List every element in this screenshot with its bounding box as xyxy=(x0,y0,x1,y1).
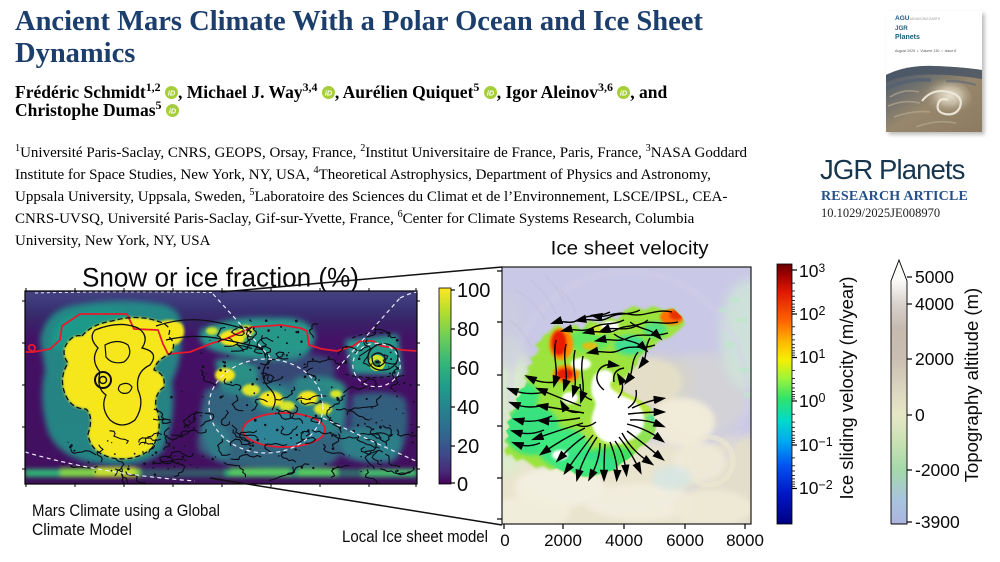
svg-text:-2000: -2000 xyxy=(915,460,960,480)
svg-text:8000: 8000 xyxy=(726,531,764,550)
svg-text:0: 0 xyxy=(915,405,925,425)
svg-text:4000: 4000 xyxy=(605,531,643,550)
svg-text:Climate Model: Climate Model xyxy=(32,521,132,539)
svg-text:2000: 2000 xyxy=(915,349,954,369)
svg-text:2000: 2000 xyxy=(544,531,582,550)
svg-text:40: 40 xyxy=(457,397,479,419)
svg-text:iD: iD xyxy=(487,88,495,97)
svg-text:100: 100 xyxy=(457,280,490,302)
svg-text:iD: iD xyxy=(169,106,177,115)
svg-text:-3900: -3900 xyxy=(915,512,960,532)
svg-text:101: 101 xyxy=(799,347,825,367)
svg-text:10−2: 10−2 xyxy=(799,478,833,498)
svg-text:60: 60 xyxy=(457,358,479,380)
svg-text:Topography altitude (m): Topography altitude (m) xyxy=(961,288,982,482)
svg-text:103: 103 xyxy=(799,261,825,281)
svg-text:Mars Climate using a Global: Mars Climate using a Global xyxy=(32,502,220,520)
svg-text:Snow or ice fraction (%): Snow or ice fraction (%) xyxy=(82,263,359,293)
svg-text:iD: iD xyxy=(325,88,333,97)
svg-text:20: 20 xyxy=(457,436,479,458)
svg-text:10−1: 10−1 xyxy=(799,435,833,455)
svg-text:iD: iD xyxy=(168,88,176,97)
svg-text:100: 100 xyxy=(799,391,825,411)
svg-text:Ice sliding velocity (m/year): Ice sliding velocity (m/year) xyxy=(836,276,857,499)
svg-text:iD: iD xyxy=(620,88,628,97)
svg-text:Local Ice sheet model: Local Ice sheet model xyxy=(342,527,488,546)
svg-text:Ice sheet velocity: Ice sheet velocity xyxy=(551,238,709,260)
svg-text:5000: 5000 xyxy=(915,267,954,287)
svg-text:0: 0 xyxy=(500,531,509,550)
svg-text:0: 0 xyxy=(457,474,468,496)
svg-text:6000: 6000 xyxy=(666,531,704,550)
svg-text:80: 80 xyxy=(457,319,479,341)
svg-text:4000: 4000 xyxy=(915,294,954,314)
svg-text:102: 102 xyxy=(799,304,825,324)
